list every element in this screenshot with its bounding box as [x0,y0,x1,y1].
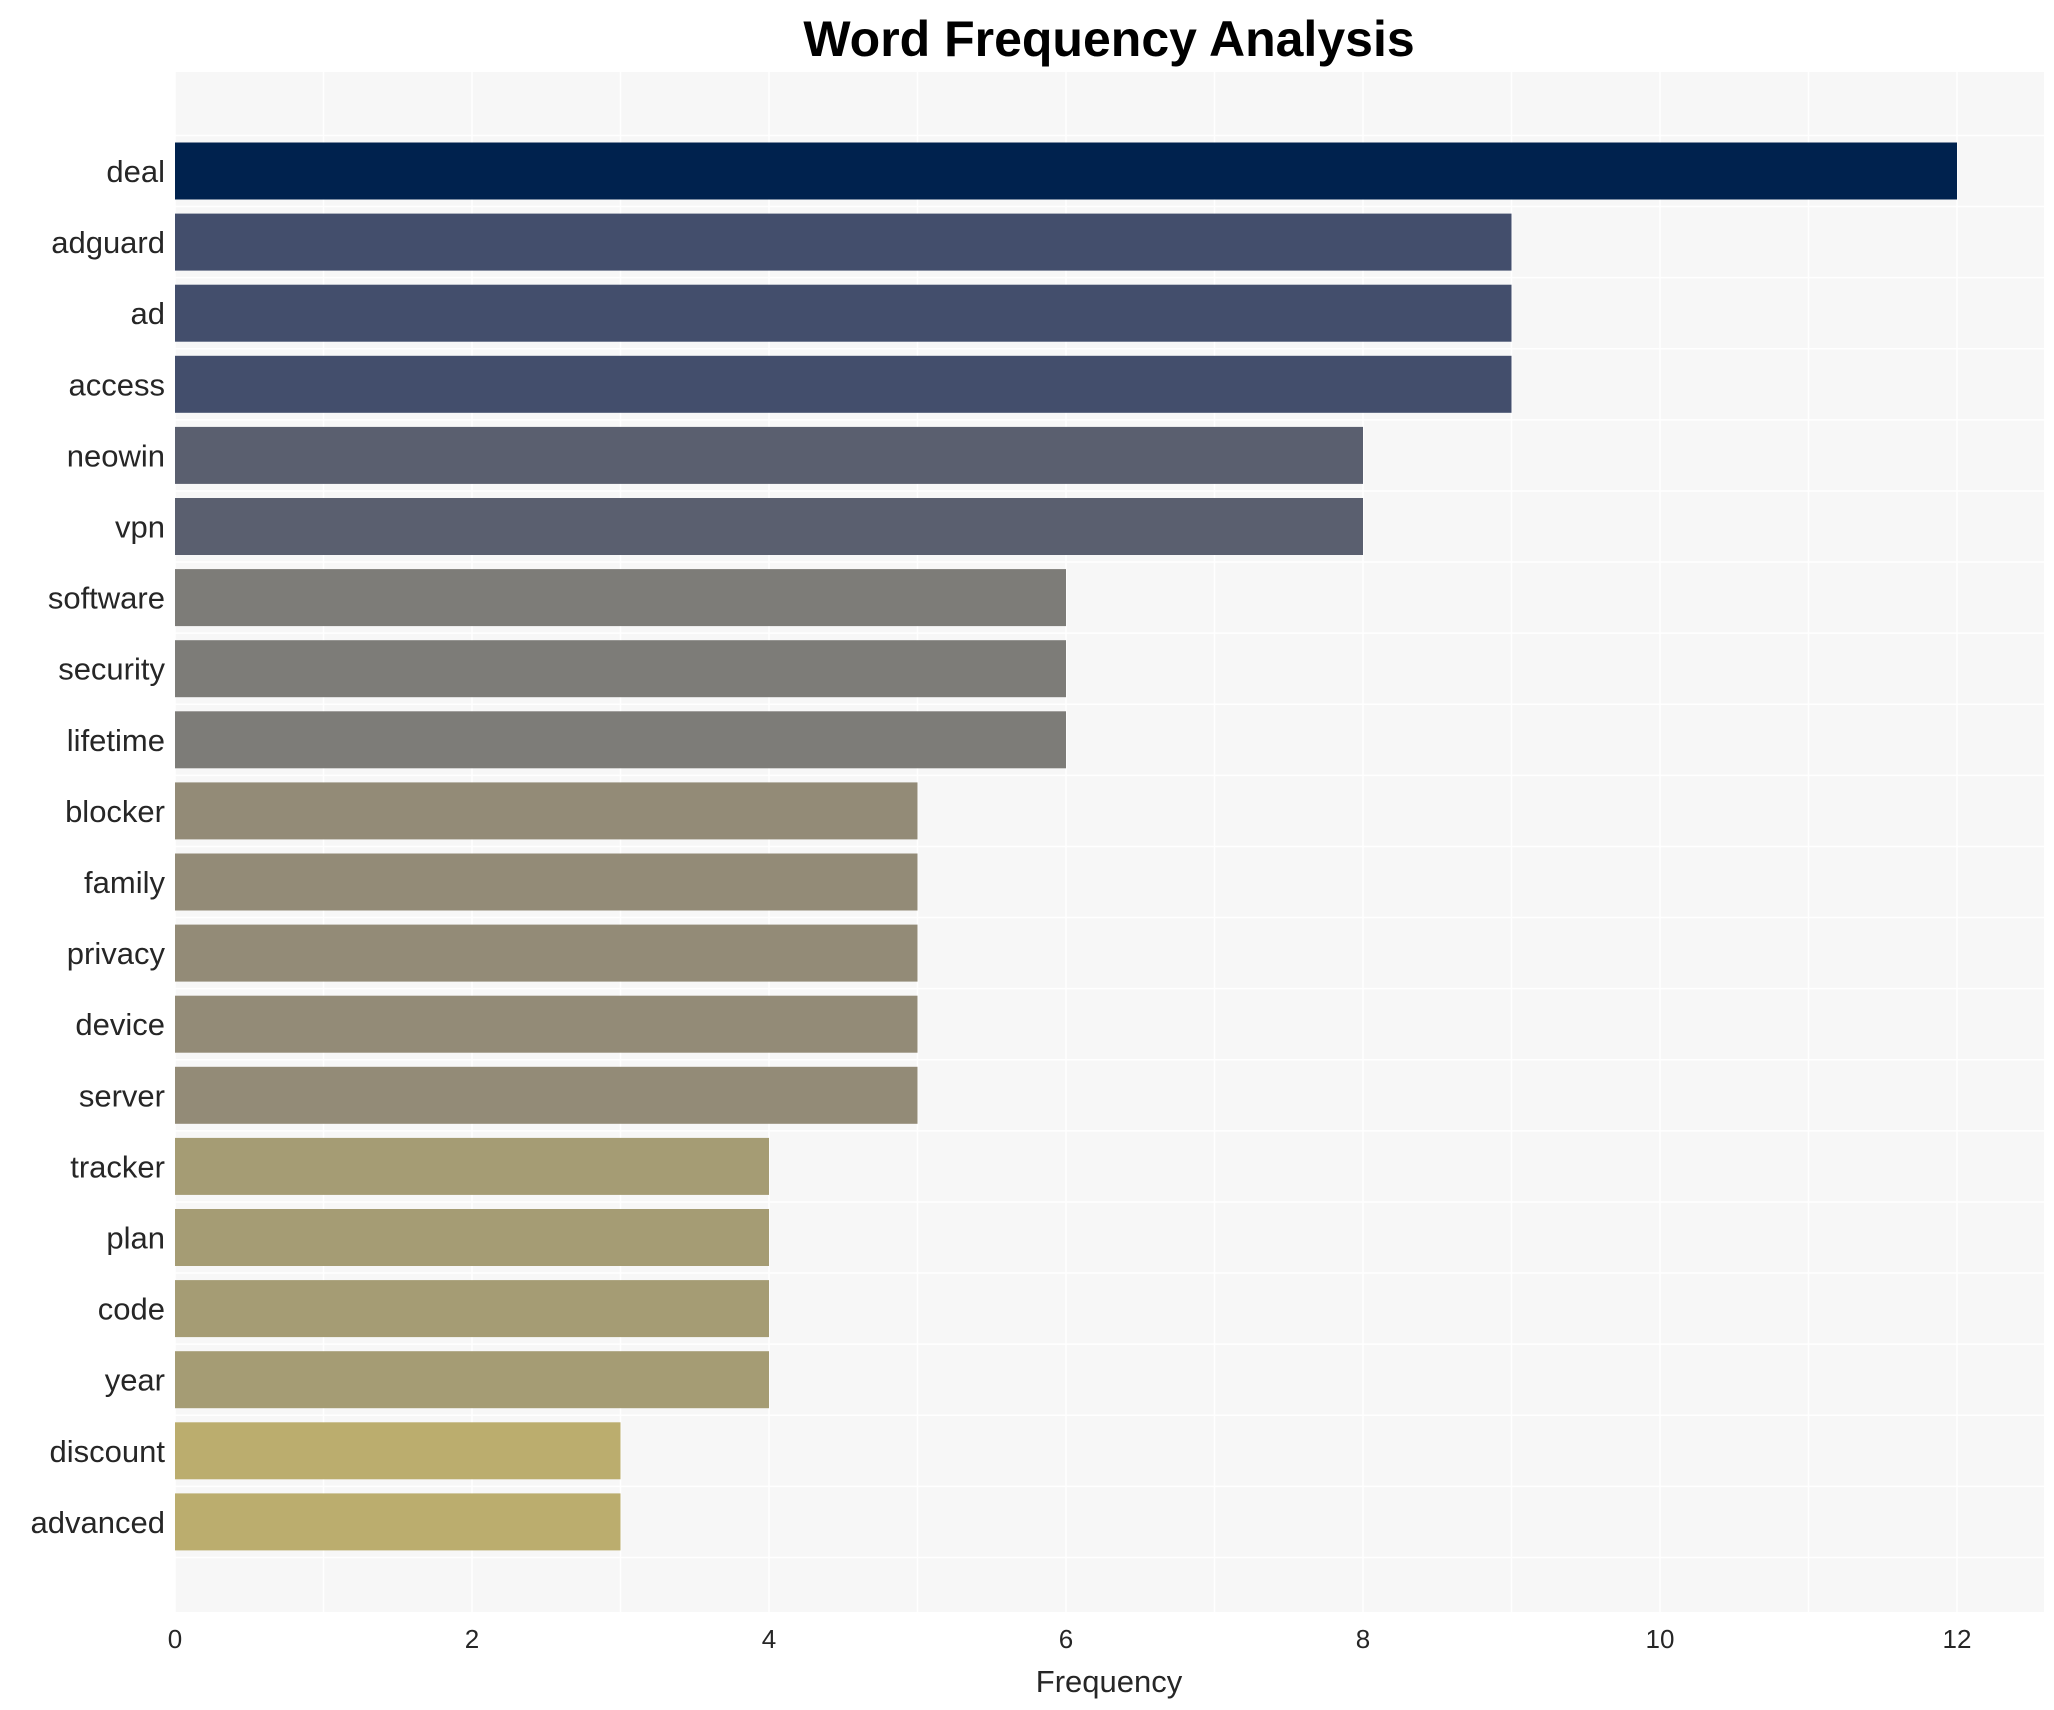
bar-year [175,1351,769,1409]
x-tick-label: 8 [1356,1624,1370,1654]
chart-title: Word Frequency Analysis [803,11,1414,67]
category-label-security: security [58,652,165,687]
bar-adguard [175,213,1512,271]
x-tick-label: 6 [1059,1624,1073,1654]
bar-lifetime [175,711,1066,769]
x-tick-label: 2 [465,1624,479,1654]
category-label-code: code [98,1292,165,1327]
category-label-software: software [48,581,165,616]
bar-family [175,853,918,911]
bar-neowin [175,426,1363,484]
x-tick-labels: 0 2 4 6 8 10 12 [168,1624,1972,1654]
bar-ad [175,284,1512,342]
bar-discount [175,1422,621,1480]
bar-security [175,640,1066,698]
bar-blocker [175,782,918,840]
category-label-privacy: privacy [67,936,166,971]
category-label-access: access [69,367,165,402]
x-tick-label: 0 [168,1624,182,1654]
category-label-adguard: adguard [51,225,165,260]
bar-advanced [175,1493,621,1551]
category-label-server: server [79,1078,165,1113]
bar-deal [175,142,1957,200]
category-labels: deal adguard ad access neowin vpn software secu… [31,154,166,1540]
x-tick-label: 10 [1646,1624,1675,1654]
category-label-vpn: vpn [115,510,165,545]
bar-server [175,1066,918,1124]
bar-device [175,995,918,1053]
x-tick-label: 12 [1943,1624,1972,1654]
bar-vpn [175,498,1363,555]
category-label-blocker: blocker [65,794,165,829]
category-label-tracker: tracker [70,1149,165,1184]
category-label-year: year [105,1363,165,1398]
category-label-plan: plan [106,1221,165,1256]
category-label-advanced: advanced [31,1505,165,1540]
bar-privacy [175,924,918,982]
category-label-ad: ad [131,296,165,331]
category-label-discount: discount [50,1434,166,1469]
category-label-neowin: neowin [67,438,165,473]
category-label-device: device [75,1007,165,1042]
bar-plan [175,1209,769,1266]
x-axis-label: Frequency [1036,1664,1183,1699]
category-label-deal: deal [106,154,165,189]
x-tick-label: 4 [762,1624,776,1654]
category-label-lifetime: lifetime [67,723,165,758]
bar-software [175,569,1066,627]
bar-code [175,1280,769,1338]
bars [175,142,1957,1551]
category-label-family: family [84,865,165,900]
bar-tracker [175,1137,769,1195]
bar-access [175,355,1512,413]
